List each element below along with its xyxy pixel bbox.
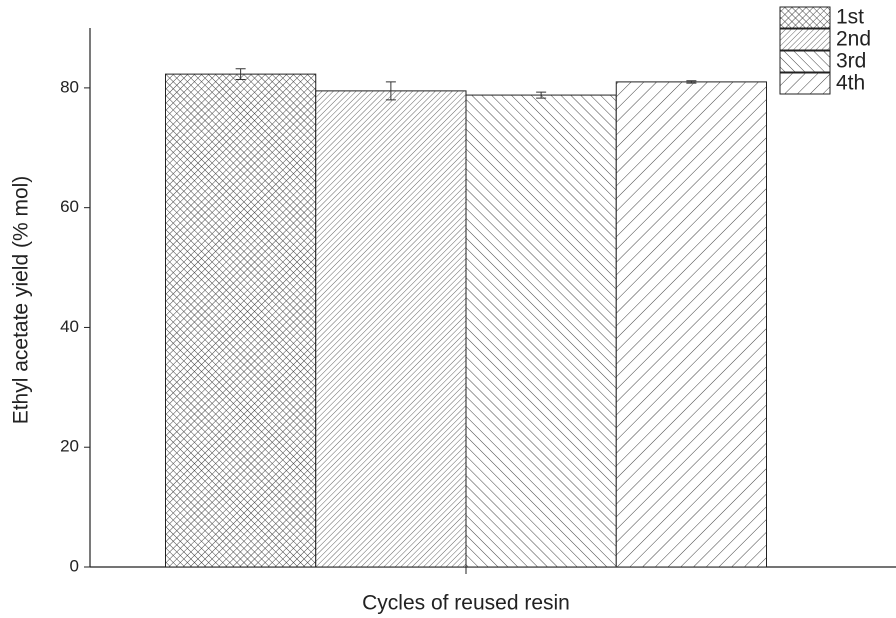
x-axis-label: Cycles of reused resin bbox=[362, 592, 570, 615]
error-bar bbox=[385, 81, 396, 101]
legend-label: 1st bbox=[836, 6, 864, 29]
error-bar bbox=[536, 91, 547, 99]
bar bbox=[465, 94, 617, 568]
bar bbox=[615, 81, 767, 568]
legend-swatch bbox=[779, 28, 831, 51]
y-tick-label: 20 bbox=[60, 437, 79, 456]
legend-label: 4th bbox=[836, 72, 865, 95]
y-axis-label: Ethyl acetate yield (% mol) bbox=[10, 176, 33, 425]
legend-label: 3rd bbox=[836, 50, 866, 73]
y-tick-label: 80 bbox=[60, 77, 79, 96]
legend-swatch bbox=[779, 72, 831, 95]
y-tick-label: 60 bbox=[60, 197, 79, 216]
error-bar bbox=[235, 68, 246, 81]
legend-label: 2nd bbox=[836, 28, 871, 51]
y-tick-label: 40 bbox=[60, 317, 79, 336]
bar bbox=[165, 73, 317, 568]
bar bbox=[315, 90, 467, 568]
legend-swatch bbox=[779, 6, 831, 29]
legend-swatch bbox=[779, 50, 831, 73]
error-bar bbox=[686, 80, 697, 84]
y-tick-label: 0 bbox=[70, 556, 79, 575]
